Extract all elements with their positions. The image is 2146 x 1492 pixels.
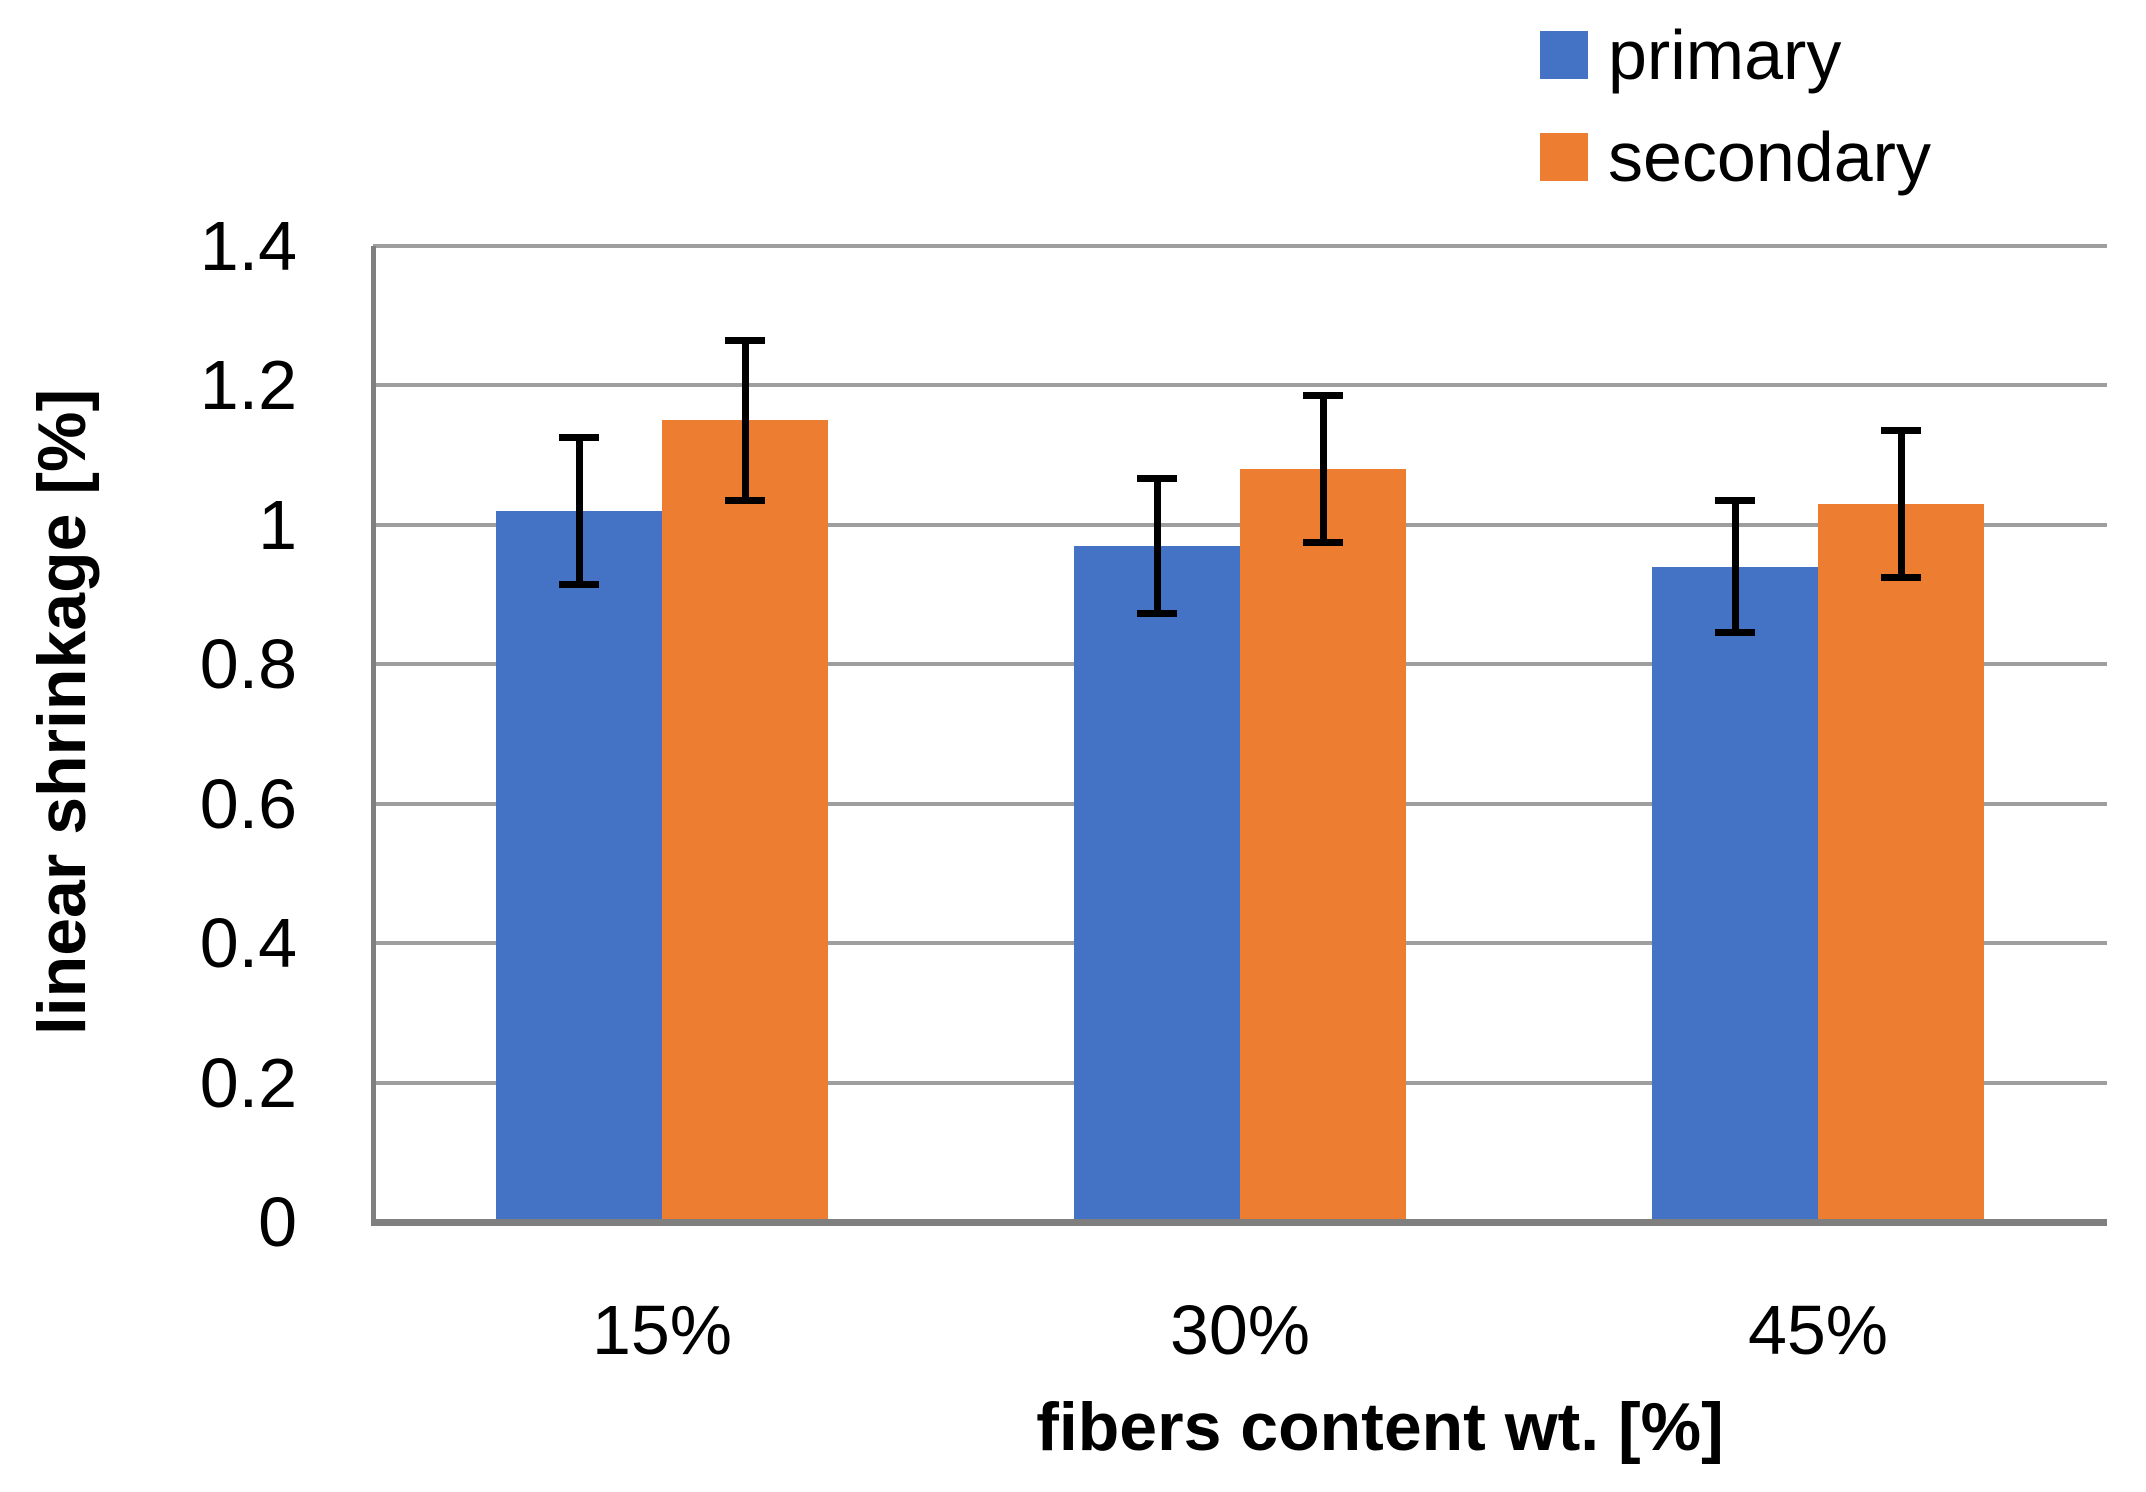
error-bar-line-primary-45pct	[1731, 500, 1739, 633]
error-bar-bottom-cap-secondary-15pct	[725, 496, 765, 504]
x-category-label: 30%	[1169, 1291, 1311, 1369]
y-tick-label: 1	[258, 485, 297, 564]
x-category-label: 15%	[591, 1291, 733, 1369]
error-bar-line-secondary-30pct	[1319, 395, 1327, 543]
y-tick-label: 1.2	[199, 346, 297, 425]
legend-swatch-secondary	[1540, 133, 1588, 181]
x-axis-line	[371, 1219, 2107, 1226]
y-tick-label: 0.6	[199, 764, 297, 843]
bar-primary-15pct	[496, 510, 662, 1222]
error-bar-line-secondary-45pct	[1897, 430, 1905, 578]
legend-item-primary: primary	[1540, 16, 1842, 94]
gridline	[373, 244, 2107, 248]
error-bar-top-cap-secondary-15pct	[725, 336, 765, 344]
error-bar-bottom-cap-primary-30pct	[1137, 609, 1177, 617]
bar-secondary-30pct	[1240, 469, 1406, 1222]
bar-primary-45pct	[1652, 566, 1818, 1222]
legend-label-secondary: secondary	[1608, 118, 1931, 196]
y-axis-line	[371, 246, 376, 1226]
legend-label-primary: primary	[1608, 16, 1842, 94]
error-bar-line-primary-30pct	[1153, 478, 1161, 614]
error-bar-top-cap-primary-30pct	[1137, 474, 1177, 482]
error-bar-top-cap-primary-15pct	[559, 434, 599, 442]
legend-swatch-primary	[1540, 31, 1588, 79]
bar-primary-30pct	[1074, 545, 1240, 1222]
error-bar-top-cap-primary-45pct	[1715, 496, 1755, 504]
y-tick-label: 0.4	[199, 904, 297, 983]
bar-secondary-15pct	[662, 420, 828, 1222]
error-bar-bottom-cap-primary-45pct	[1715, 629, 1755, 637]
y-tick-label: 0	[258, 1183, 297, 1261]
error-bar-line-secondary-15pct	[741, 340, 749, 501]
error-bar-bottom-cap-secondary-30pct	[1303, 539, 1343, 547]
bar-secondary-45pct	[1818, 503, 1984, 1222]
x-category-label: 45%	[1747, 1291, 1889, 1369]
error-bar-bottom-cap-secondary-45pct	[1881, 573, 1921, 581]
error-bar-line-primary-15pct	[575, 437, 583, 585]
error-bar-top-cap-secondary-30pct	[1303, 391, 1343, 399]
legend-item-secondary: secondary	[1540, 118, 1931, 196]
y-tick-label: 0.2	[199, 1043, 297, 1122]
y-tick-label: 0.8	[199, 625, 297, 704]
gridline	[373, 383, 2107, 388]
error-bar-bottom-cap-primary-15pct	[559, 580, 599, 588]
y-tick-label: 1.4	[199, 207, 297, 285]
x-axis-title: fibers content wt. [%]	[1036, 1389, 1724, 1465]
error-bar-top-cap-secondary-45pct	[1881, 427, 1921, 435]
